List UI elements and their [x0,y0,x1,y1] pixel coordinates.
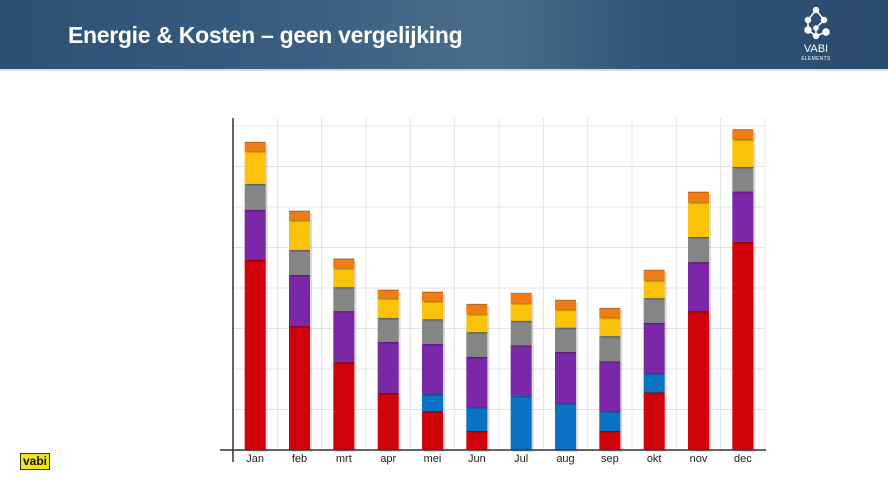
gridlines [233,118,766,450]
bar-segment-sep-3 [599,336,621,362]
x-tick-label: sep [601,453,619,465]
bar-segment-dec-3 [732,166,754,192]
bar-segment-okt-2 [643,322,665,374]
x-tick-labels: Jan feb mrt apr mei Jun Jul aug sep okt nov dec [246,453,752,465]
bar-segment-Jul-4 [510,302,532,321]
bar-segment-mei-4 [422,300,443,320]
bar-segment-nov-2 [688,262,709,312]
slide-header: Energie & Kosten – geen vergelijking VAB… [0,0,888,71]
bar-segment-aug-4 [555,309,576,328]
bar-segment-nov-0 [688,311,709,450]
logo-text: VABI [803,43,829,55]
bar-segment-sep-0 [599,430,621,450]
bar-segment-mei-2 [422,343,443,395]
bar-segment-feb-2 [289,275,310,327]
bar-segment-apr-2 [377,341,399,393]
bar-segment-Jan-5 [244,142,266,152]
bar-segment-mei-5 [422,292,443,301]
bar-segment-aug-1 [555,403,576,450]
bar-segment-aug-3 [555,327,576,352]
x-tick-label: apr [380,453,396,465]
bar-segment-dec-2 [732,191,754,242]
bar-segment-Jun-0 [466,430,488,450]
bar-segment-sep-4 [599,317,621,337]
bar-segment-Jun-2 [466,356,488,408]
x-tick-label: mrt [336,453,352,465]
bar-segment-sep-1 [599,411,621,431]
bar-segment-Jun-1 [466,407,488,431]
bar-segment-mei-0 [422,411,443,450]
bar-segment-nov-3 [688,236,709,263]
bar-segment-Jan-3 [244,183,266,210]
bar-segment-mrt-2 [333,311,355,363]
bar-segment-feb-4 [289,219,310,250]
x-tick-label: nov [690,453,708,465]
bar-segment-okt-5 [643,270,665,281]
x-tick-label: dec [734,453,752,465]
vabi-elements-logo: VABI ELEMENTS [796,6,836,64]
bar-segment-mei-1 [422,394,443,412]
bar-segment-nov-4 [688,202,709,237]
bar-segment-sep-5 [599,308,621,318]
bar-segment-dec-5 [732,129,754,140]
bar-segment-mrt-4 [333,268,355,288]
bar-segment-Jun-3 [466,332,488,357]
x-tick-label: okt [647,453,662,465]
bar-segment-Jan-0 [244,259,266,450]
x-tick-label: aug [556,453,574,465]
bar-segment-apr-5 [377,290,399,299]
bar-segment-okt-4 [643,280,665,299]
bar-segment-nov-5 [688,192,709,203]
bar-segment-Jul-3 [510,320,532,346]
bar-segment-feb-5 [289,211,310,220]
bar-segment-feb-3 [289,249,310,276]
bar-segment-aug-2 [555,351,576,404]
bar-segment-apr-4 [377,298,399,318]
bar-segment-feb-0 [289,326,310,450]
bar-segment-okt-0 [643,392,665,450]
x-tick-label: feb [292,453,307,465]
bar-segment-dec-0 [732,241,754,450]
vabi-logo: vabi [20,453,51,470]
x-tick-label: Jan [246,453,264,465]
bar-segment-Jul-5 [510,293,532,303]
bar-segment-mrt-0 [333,362,355,450]
bar-segment-Jan-4 [244,151,266,184]
bar-segment-apr-3 [377,317,399,342]
bar-segment-okt-1 [643,373,665,393]
bar-segment-dec-4 [732,139,754,167]
bar-segment-Jul-1 [510,395,532,450]
bar-segment-aug-5 [555,300,576,310]
x-tick-label: mei [424,453,442,465]
bar-segment-Jun-4 [466,313,488,333]
x-tick-label: Jun [468,453,486,465]
bar-segment-okt-3 [643,298,665,323]
bar-segment-Jan-2 [244,209,266,260]
bar-segment-mei-3 [422,319,443,344]
logo-subtext: ELEMENTS [801,56,831,62]
bar-segment-Jun-5 [466,304,488,314]
bar-segment-sep-2 [599,361,621,412]
molecule-icon [804,6,830,40]
bar-segment-mrt-3 [333,287,355,312]
bar-segment-apr-0 [377,392,399,450]
x-tick-label: Jul [514,453,528,465]
slide-title: Energie & Kosten – geen vergelijking [68,22,463,48]
bars [244,129,756,452]
bar-segment-mrt-5 [333,258,355,269]
bar-segment-Jul-2 [510,345,532,396]
